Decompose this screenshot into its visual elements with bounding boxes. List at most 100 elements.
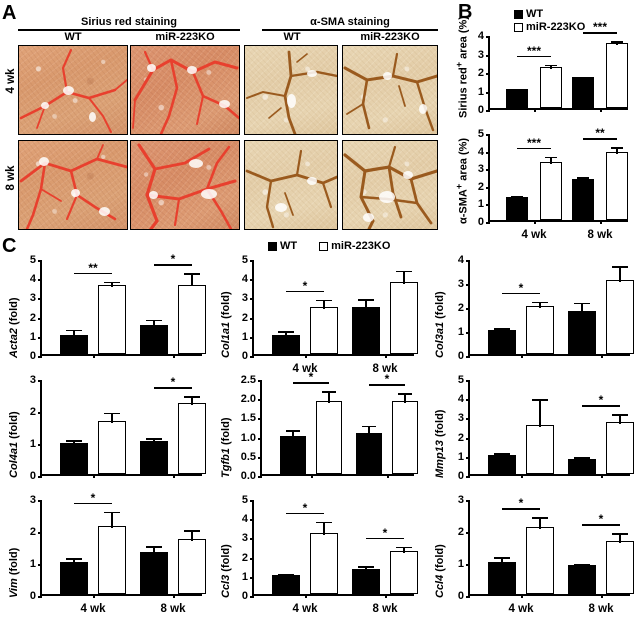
y-axis-tick-label: 5 [477, 128, 484, 140]
significance-bracket [583, 138, 617, 140]
significance-label: * [170, 252, 176, 267]
vessel-lumen [287, 94, 296, 108]
error-bar-cap [612, 414, 628, 416]
y-axis-tick [38, 596, 42, 598]
bar-wt [60, 334, 88, 354]
x-axis-tick [173, 474, 175, 478]
group-header-asma: α-SMA staining [262, 16, 438, 31]
y-axis-tick-label: 3 [477, 163, 484, 176]
y-axis-tick [258, 380, 262, 382]
x-axis-label: 4 wk [292, 603, 318, 615]
bar-ko [310, 307, 338, 354]
error-bar-cap [146, 438, 162, 440]
bar-wt [272, 574, 300, 594]
x-axis-tick [305, 594, 307, 598]
error-bar [111, 511, 113, 528]
y-axis-tick-label: 1.0 [240, 431, 256, 444]
asma-positive-overlay [343, 52, 437, 132]
y-axis-tick-label: 1 [29, 330, 36, 343]
x-axis-label: 8 wk [587, 229, 613, 241]
y-axis-tick [486, 204, 490, 207]
significance-bracket [582, 405, 620, 407]
error-bar [292, 429, 294, 438]
x-axis-tick [534, 220, 536, 224]
y-axis-tick-label: 0 [457, 590, 464, 602]
y-axis-tick [486, 169, 490, 172]
y-axis-tick [486, 36, 490, 38]
vessel-lumen [89, 112, 96, 122]
y-axis-tick [466, 308, 470, 310]
vessel-lumen [363, 213, 374, 222]
y-axis-tick-label: 2 [29, 526, 36, 538]
y-axis-tick [250, 279, 254, 282]
y-axis-tick [486, 54, 490, 57]
y-axis-tick-label: 3 [29, 494, 36, 506]
error-bar-cap [576, 76, 590, 79]
error-bar-cap [612, 266, 628, 268]
significance-bracket [582, 523, 620, 526]
y-axis-tick [38, 298, 42, 301]
y-axis-tick [250, 538, 254, 541]
y-axis-title: Acta2 (fold) [8, 297, 20, 358]
y-axis-tick-label: 0 [241, 350, 248, 362]
y-axis-tick-label: 4 [457, 254, 464, 266]
significance-label: * [518, 495, 524, 510]
y-axis-tick [466, 596, 470, 598]
error-bar-cap [612, 532, 628, 535]
y-axis-tick-label: 4 [477, 30, 484, 42]
x-axis-label: 4 wk [508, 603, 534, 615]
y-axis-tick [486, 73, 490, 75]
micrograph-sirius-ko-4wk [130, 45, 240, 135]
significance-label: * [170, 375, 176, 389]
chart-sirius-red-area: Sirius red+ area (%) 0 1 2 3 4 *** *** [440, 16, 638, 120]
micrograph-sirius-ko-8wk [130, 140, 240, 230]
error-bar [403, 270, 405, 284]
y-axis-tick [486, 222, 490, 224]
bar-wt [140, 552, 168, 594]
error-bar [153, 319, 155, 328]
bar-wt [352, 569, 380, 594]
y-axis-tick-label: 2 [457, 431, 464, 444]
y-axis-tick [250, 576, 254, 579]
asma-positive-overlay [343, 145, 437, 229]
x-axis-tick [311, 474, 313, 478]
error-bar [581, 457, 583, 462]
micrograph-sirius-wt-4wk [18, 45, 128, 135]
y-axis-tick [250, 557, 254, 560]
significance-label: ** [595, 126, 605, 141]
plot-area: 0 1 2 3 * [30, 374, 206, 482]
error-bar-cap [510, 88, 524, 91]
bar-wt [140, 325, 168, 354]
y-axis-tick [466, 332, 470, 334]
legend-swatch-wt-icon [514, 9, 523, 19]
bar-ko [526, 425, 554, 474]
y-axis-tick-label: 4 [241, 273, 248, 286]
y-axis-tick [466, 380, 470, 382]
bar-wt [488, 455, 516, 474]
error-bar [111, 412, 113, 424]
y-axis-tick [258, 418, 262, 421]
y-axis-tick-label: 2 [241, 551, 248, 564]
x-axis-tick [601, 354, 603, 358]
x-axis-tick [93, 594, 95, 598]
y-axis-tick-label: 5 [241, 254, 248, 266]
y-axis-title: Ccl3 (fold) [220, 544, 232, 598]
significance-bracket [154, 387, 192, 389]
error-bar-cap [104, 412, 120, 415]
error-bar-cap [494, 452, 510, 455]
bar-ko [606, 280, 634, 354]
x-axis-label: 4 wk [521, 229, 547, 241]
plot-area: 0 1 2 3 4 * [458, 254, 634, 362]
plot-area: 0 1 2 3 4 5 ** * [30, 253, 206, 362]
y-axis-tick [38, 380, 42, 382]
y-axis-tick-label: 3 [477, 48, 484, 61]
error-bar [191, 530, 193, 541]
error-bar-cap [397, 393, 413, 395]
legend-item-ko: miR-223KO [319, 240, 390, 252]
y-axis-tick [466, 356, 470, 358]
y-axis-tick-label: 4 [29, 273, 36, 286]
micrograph-asma-wt-4wk [244, 45, 338, 135]
panel-a-letter: A [2, 2, 17, 24]
bar-ko [606, 422, 634, 474]
x-axis-label: 4 wk [80, 603, 106, 615]
